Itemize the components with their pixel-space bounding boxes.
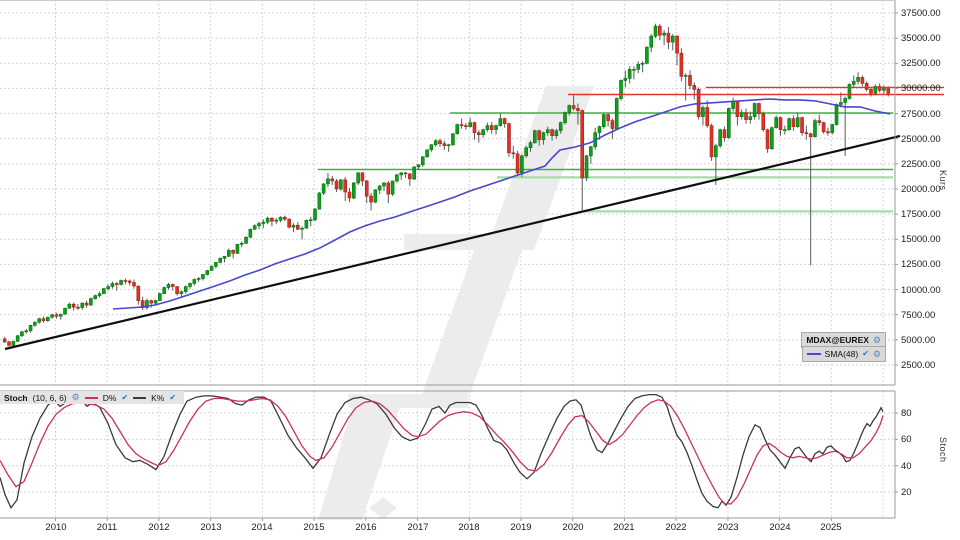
stoch-params: (10, 6, 6) xyxy=(32,392,67,403)
year-tick-label: 2022 xyxy=(665,522,687,533)
year-tick-label: 2015 xyxy=(303,522,325,533)
stoch-tick-label: 80 xyxy=(901,408,912,419)
year-tick-label: 2025 xyxy=(820,522,842,533)
price-tick-label: 2500.00 xyxy=(901,360,936,371)
stoch-k-check-icon[interactable]: ✔ xyxy=(169,392,177,402)
year-tick-label: 2016 xyxy=(355,522,377,533)
price-tick-label: 27500.00 xyxy=(901,109,941,120)
year-tick-label: 2012 xyxy=(148,522,170,533)
price-tick-label: 32500.00 xyxy=(901,58,941,69)
sma-visibility-check-icon[interactable]: ✔ xyxy=(862,349,869,358)
year-tick-label: 2020 xyxy=(562,522,584,533)
stoch-d-label: D% xyxy=(102,392,117,403)
year-tick-label: 2014 xyxy=(251,522,273,533)
sma-settings-gear-icon[interactable]: ⚙ xyxy=(872,348,881,359)
stoch-d-check-icon[interactable]: ✔ xyxy=(121,392,129,402)
year-tick-label: 2024 xyxy=(769,522,791,533)
stoch-k-label: K% xyxy=(151,392,165,403)
price-tick-label: 12500.00 xyxy=(901,259,941,270)
year-tick-label: 2011 xyxy=(96,522,118,533)
price-tick-label: 35000.00 xyxy=(901,33,941,44)
stoch-k-swatch-icon xyxy=(133,396,147,399)
stoch-legend[interactable]: Stoch (10, 6, 6) ⚙ D% ✔ K% ✔ xyxy=(0,391,184,404)
year-tick-label: 2023 xyxy=(717,522,739,533)
price-tick-label: 15000.00 xyxy=(901,234,941,245)
year-tick-label: 2010 xyxy=(45,522,67,533)
price-tick-label: 10000.00 xyxy=(901,285,941,296)
instrument-name: MDAX@EUREX xyxy=(806,335,869,345)
year-tick-label: 2019 xyxy=(510,522,532,533)
price-tick-label: 5000.00 xyxy=(901,335,936,346)
price-axis-title: Kurs xyxy=(938,170,948,191)
stoch-tick-label: 20 xyxy=(901,487,912,498)
price-tick-label: 30000.00 xyxy=(901,83,941,94)
year-tick-label: 2013 xyxy=(200,522,222,533)
sma-name: SMA(48) xyxy=(824,349,859,359)
price-tick-label: 7500.00 xyxy=(901,310,936,321)
stoch-d-swatch-icon xyxy=(84,396,98,399)
year-tick-label: 2021 xyxy=(613,522,635,533)
stoch-tick-label: 60 xyxy=(901,434,912,445)
stoch-settings-gear-icon[interactable]: ⚙ xyxy=(71,392,80,402)
year-tick-label: 2018 xyxy=(458,522,480,533)
instrument-settings-gear-icon[interactable]: ⚙ xyxy=(872,334,881,345)
year-tick-label: 2017 xyxy=(407,522,429,533)
price-tick-label: 25000.00 xyxy=(901,134,941,145)
price-tick-label: 20000.00 xyxy=(901,184,941,195)
price-tick-label: 37500.00 xyxy=(901,8,941,19)
stoch-tick-label: 40 xyxy=(901,461,912,472)
price-tick-label: 17500.00 xyxy=(901,209,941,220)
stoch-axis-title: Stoch xyxy=(938,437,948,463)
sma-legend[interactable]: SMA(48) ✔ ⚙ xyxy=(801,346,886,362)
sma-line-swatch-icon xyxy=(806,353,821,355)
stoch-name: Stoch xyxy=(4,392,28,403)
price-tick-label: 22500.00 xyxy=(901,159,941,170)
